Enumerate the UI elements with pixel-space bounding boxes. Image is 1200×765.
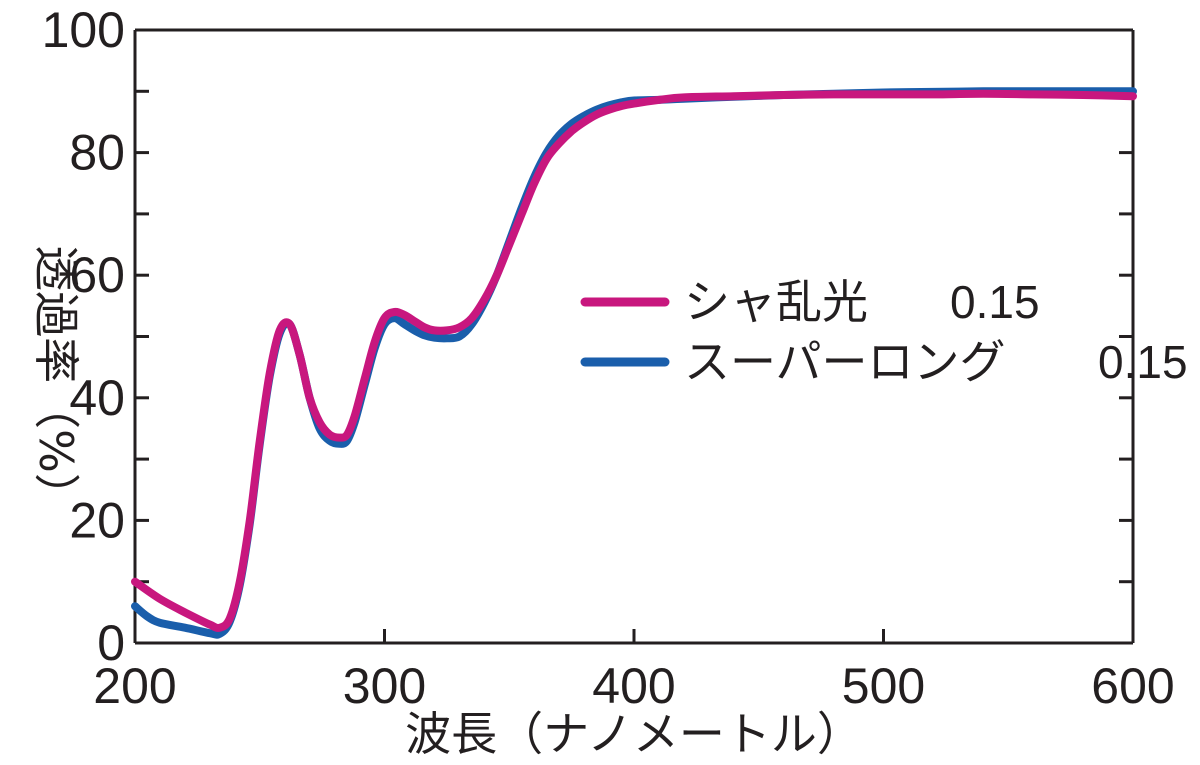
x-tick-label: 500 <box>842 658 925 714</box>
y-tick-label: 100 <box>42 2 125 58</box>
y-ticks: 0 20 40 60 80 100 <box>42 2 1133 671</box>
y-tick-label: 0 <box>97 615 125 671</box>
x-ticks: 200 300 400 500 600 <box>93 629 1175 714</box>
series-line-0 <box>131 89 1137 632</box>
x-tick-label: 200 <box>93 658 176 714</box>
series-layer <box>131 87 1137 639</box>
x-axis-title: 波長（ナノメートル） <box>405 707 863 761</box>
legend-label-0: シャ乱光 <box>684 275 868 329</box>
x-tick-label: 600 <box>1091 658 1174 714</box>
legend-value-1: 0.15 <box>1098 336 1188 388</box>
x-tick-label: 300 <box>343 658 426 714</box>
y-tick-label: 60 <box>69 247 125 303</box>
legend-value-0: 0.15 <box>950 276 1040 328</box>
legend-label-1: スーパーロング <box>684 335 1006 389</box>
y-tick-label: 80 <box>69 125 125 181</box>
x-tick-label: 400 <box>592 658 675 714</box>
legend: シャ乱光 0.15 スーパーロング 0.15 <box>580 275 1188 389</box>
y-tick-label: 40 <box>69 370 125 426</box>
y-tick-label: 20 <box>69 492 125 548</box>
y-axis-title: 透過率（%） <box>29 245 83 519</box>
